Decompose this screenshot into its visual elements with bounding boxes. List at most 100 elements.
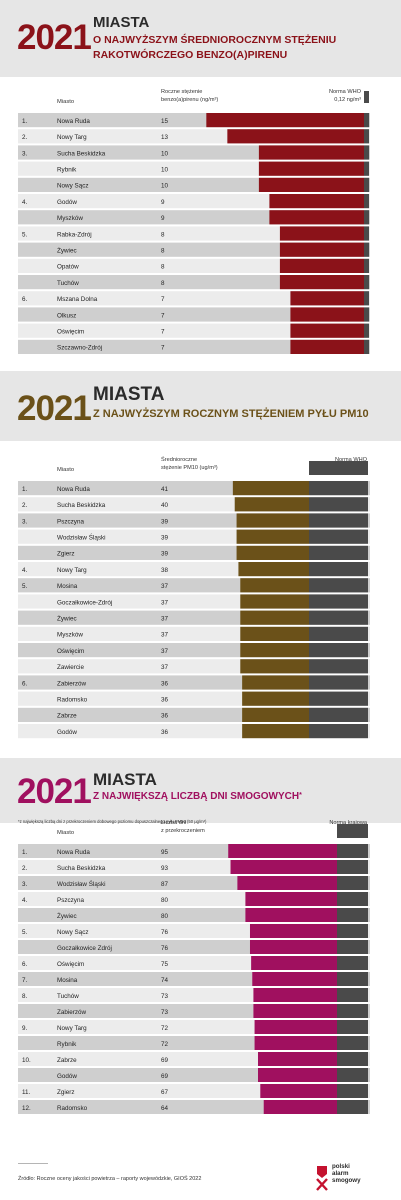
norm-bar <box>364 210 369 225</box>
value-label: 69 <box>161 1073 169 1080</box>
col-value-label: benzo(a)pirenu (ng/m³) <box>161 97 218 103</box>
rank-label: 3. <box>22 150 28 157</box>
city-label: Nowy Sącz <box>57 929 89 936</box>
data-bar <box>234 497 309 512</box>
data-bar <box>232 481 309 496</box>
norm-bar <box>364 161 369 176</box>
rank-label: 4. <box>22 897 28 904</box>
table-row: 4. Pszczyna 80 <box>18 892 370 906</box>
data-bar <box>238 562 309 577</box>
city-label: Nowy Targ <box>57 134 87 141</box>
city-label: Rybnik <box>57 1041 77 1048</box>
value-label: 37 <box>161 664 169 671</box>
city-label: Opatów <box>57 264 79 271</box>
logo-text: polski alarm smogowy <box>332 1163 361 1185</box>
logo-icon <box>316 1166 328 1191</box>
norm-bar <box>309 497 368 512</box>
chart-pm10: Miasto Średnioroczne stężenie PM10 (ug/m³)… <box>18 455 370 739</box>
section-title: MIASTA <box>93 770 157 789</box>
value-label: 87 <box>161 881 169 888</box>
value-label: 7 <box>161 296 165 303</box>
norm-header-block <box>337 824 368 838</box>
value-label: 10 <box>161 183 169 190</box>
col-value-label: Liczba dni <box>161 820 186 826</box>
table-row: Goczałkowice-Zdrój 37 <box>18 594 370 609</box>
value-label: 95 <box>161 849 169 856</box>
year-label: 2021 <box>17 772 92 811</box>
city-label: Szczawno-Zdrój <box>57 345 102 352</box>
table-row: 9. Nowy Targ 72 <box>18 1020 370 1034</box>
value-label: 74 <box>161 977 169 984</box>
rank-label: 3. <box>22 518 28 525</box>
rank-label: 5. <box>22 583 28 590</box>
value-label: 76 <box>161 945 169 952</box>
data-bar <box>258 1052 337 1066</box>
rank-label: 5. <box>22 929 28 936</box>
city-label: Olkusz <box>57 312 76 319</box>
norm-bar <box>337 908 368 922</box>
table-row: Myszków 37 <box>18 626 370 641</box>
city-label: Oświęcim <box>57 648 84 655</box>
rank-label: 6. <box>22 961 28 968</box>
logo-line: alarm <box>332 1170 349 1178</box>
norm-bar <box>337 972 368 986</box>
section-subtitle: O NAJWYŻSZYM ŚREDNIOROCZNYM STĘŻENIU <box>93 34 337 46</box>
value-label: 8 <box>161 248 165 255</box>
city-label: Żywiec <box>57 246 77 255</box>
table-row: Żywiec 8 <box>18 242 370 257</box>
city-label: Radomsko <box>57 1105 88 1112</box>
norm-bar <box>364 275 369 290</box>
rank-label: 3. <box>22 881 28 888</box>
city-label: Myszków <box>57 215 83 222</box>
col-value-label: stężenie PM10 (ug/m³) <box>161 465 218 471</box>
data-bar <box>279 258 364 273</box>
table-row: 3. Wodzisław Śląski 87 <box>18 876 370 890</box>
value-label: 36 <box>161 713 169 720</box>
col-value-label: Średnioroczne <box>161 455 197 463</box>
city-label: Żywiec <box>57 614 77 623</box>
table-row: Goczałkowice Zdrój 76 <box>18 940 370 954</box>
city-label: Nowa Ruda <box>57 849 90 856</box>
city-label: Myszków <box>57 632 83 639</box>
data-bar <box>242 724 309 739</box>
norm-bar <box>364 307 369 322</box>
table-row: 5. Nowy Sącz 76 <box>18 924 370 938</box>
section-subtitle: Z NAJWYŻSZYM ROCZNYM STĘŻENIEM PYŁU PM10 <box>93 408 369 420</box>
norm-bar <box>309 643 368 658</box>
table-row: Żywiec 37 <box>18 610 370 625</box>
table-row: 3. Pszczyna 39 <box>18 513 370 528</box>
norm-bar <box>309 578 368 593</box>
data-bar <box>263 1100 337 1114</box>
data-bar <box>253 1004 337 1018</box>
data-bar <box>240 626 309 641</box>
norm-bar <box>364 113 369 128</box>
data-bar <box>206 113 364 128</box>
norm-bar <box>337 988 368 1002</box>
city-label: Pszczyna <box>57 897 84 904</box>
value-label: 8 <box>161 231 165 238</box>
row-background <box>18 307 370 322</box>
value-label: 72 <box>161 1041 169 1048</box>
city-label: Zabrze <box>57 1057 77 1064</box>
data-bar <box>236 545 309 560</box>
col-value-label: Roczne stężenie <box>161 89 202 95</box>
city-label: Nowy Sącz <box>57 183 89 190</box>
rank-label: 8. <box>22 993 28 1000</box>
table-row: 6. Oświęcim 75 <box>18 956 370 970</box>
col-norm-label: Norma krajowa <box>329 820 368 826</box>
col-city-label: Miasto <box>57 467 74 473</box>
rank-label: 10. <box>22 1057 31 1064</box>
table-row: 6. Mszana Dolna 7 <box>18 291 370 306</box>
norm-bar <box>337 892 368 906</box>
data-bar <box>254 1036 337 1050</box>
norm-bar <box>337 956 368 970</box>
table-row: Oświęcim 37 <box>18 643 370 658</box>
norm-bar <box>309 675 368 690</box>
norm-bar <box>309 724 368 739</box>
data-bar <box>290 339 364 354</box>
city-label: Pszczyna <box>57 518 84 525</box>
data-bar <box>240 659 309 674</box>
col-city-label: Miasto <box>57 830 74 836</box>
table-row: 7. Mosina 74 <box>18 972 370 986</box>
data-bar <box>290 323 364 338</box>
